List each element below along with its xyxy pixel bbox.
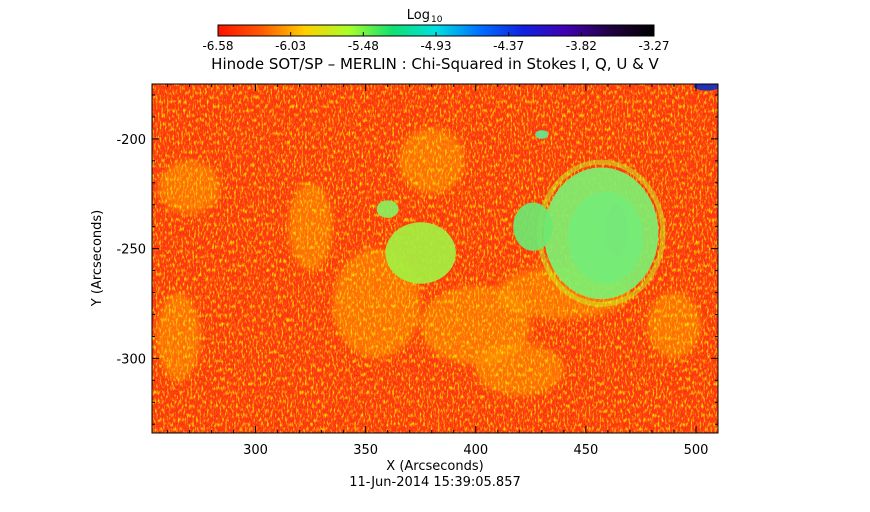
x-axis-label: X (Arcseconds) [386,459,483,474]
colorbar-label: Log [407,8,430,23]
colorbar-tick-label: -3.82 [566,39,597,53]
x-tick-label: 300 [243,443,268,458]
feature-shape [544,167,659,300]
colorbar-tick-label: -6.58 [202,39,233,53]
timestamp: 11-Jun-2014 15:39:05.857 [349,475,521,490]
feature-central-plage [385,222,456,284]
colorbar-ticks: -6.58 -6.03 -5.48 -4.93 -4.37 -3.82 -3.27 [202,32,670,53]
feature-shape [693,84,718,91]
y-tick-label: -250 [116,243,146,258]
feature-north-pore [376,200,399,218]
colorbar-label-subscript: 10 [431,15,443,25]
colorbar-tick-label: -4.93 [420,39,451,53]
feature-shape [376,200,399,218]
feature-layer [376,84,718,307]
x-tick-label: 350 [353,443,378,458]
colorbar-tick-label: -5.48 [348,39,379,53]
feature-shape [535,130,549,139]
colorbar-tick-label: -6.03 [275,39,306,53]
plot-axes: 300 350 400 450 500 -200 -250 -300 X (Arcsecon… [90,83,719,490]
feature-small-pore [535,130,549,139]
feature-corner-artefact [693,84,718,91]
feature-west-pore-group [513,202,553,251]
plot-frame [151,83,719,434]
colorbar-tick-label: -4.37 [493,39,524,53]
heatmap [152,84,718,433]
feature-shape [513,202,553,251]
x-tick-label: 450 [573,443,598,458]
y-axis-label: Y (Arcseconds) [90,210,105,307]
y-tick-label: -300 [116,352,146,367]
feature-sunspot-penumbra [536,159,666,307]
chart-title: Hinode SOT/SP – MERLIN : Chi-Squared in … [211,55,659,73]
x-tick-label: 500 [684,443,709,458]
colorbar-tick-label: -3.27 [638,39,669,53]
y-axis-ticks: -200 -250 -300 [116,94,718,425]
x-axis-ticks: 300 350 400 450 500 [166,84,719,458]
x-tick-label: 400 [463,443,488,458]
colorbar: Log 10 -6.58 -6.03 -5.48 -4.93 -4.37 -3.82 -3.… [202,8,669,53]
feature-shape [385,222,456,284]
y-tick-label: -200 [116,133,146,148]
